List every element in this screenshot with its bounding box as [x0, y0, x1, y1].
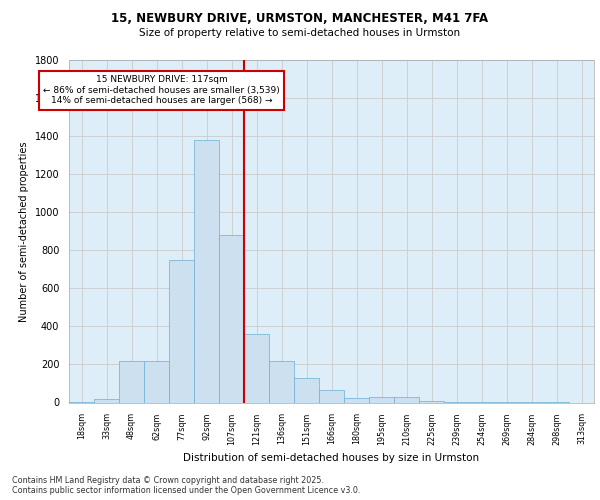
Bar: [169, 260, 194, 402]
Bar: [144, 360, 169, 403]
Bar: [119, 360, 144, 403]
Y-axis label: Number of semi-detached properties: Number of semi-detached properties: [19, 141, 29, 322]
Text: 15 NEWBURY DRIVE: 117sqm
← 86% of semi-detached houses are smaller (3,539)
14% o: 15 NEWBURY DRIVE: 117sqm ← 86% of semi-d…: [43, 75, 280, 105]
Text: 15, NEWBURY DRIVE, URMSTON, MANCHESTER, M41 7FA: 15, NEWBURY DRIVE, URMSTON, MANCHESTER, …: [112, 12, 488, 26]
Bar: [219, 235, 244, 402]
Bar: [319, 390, 344, 402]
Bar: [344, 398, 369, 402]
Bar: [244, 334, 269, 402]
Bar: [419, 400, 444, 402]
Bar: [94, 398, 119, 402]
Text: Size of property relative to semi-detached houses in Urmston: Size of property relative to semi-detach…: [139, 28, 461, 38]
Bar: [194, 140, 219, 402]
Text: Contains HM Land Registry data © Crown copyright and database right 2025.
Contai: Contains HM Land Registry data © Crown c…: [12, 476, 361, 495]
Bar: [369, 397, 394, 402]
Bar: [394, 397, 419, 402]
Bar: [269, 360, 294, 403]
X-axis label: Distribution of semi-detached houses by size in Urmston: Distribution of semi-detached houses by …: [184, 453, 479, 463]
Bar: [294, 378, 319, 402]
